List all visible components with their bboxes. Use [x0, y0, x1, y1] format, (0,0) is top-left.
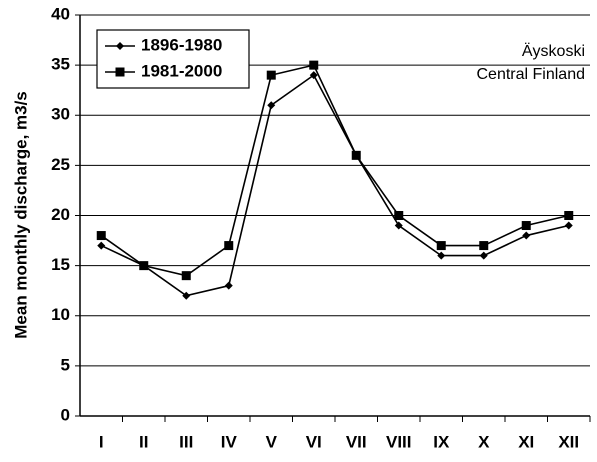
x-tick-label: III [179, 432, 193, 451]
y-tick-label: 25 [51, 155, 70, 174]
annotation: Central Finland [477, 66, 586, 83]
marker [96, 231, 106, 241]
marker [97, 241, 106, 250]
x-tick-label: II [139, 432, 148, 451]
x-tick-label: X [478, 432, 490, 451]
y-tick-label: 0 [61, 405, 70, 424]
marker [437, 251, 446, 260]
marker [115, 67, 125, 77]
x-tick-label: IX [433, 432, 450, 451]
x-tick-label: VIII [386, 432, 412, 451]
marker [267, 101, 276, 110]
annotation: Äyskoski [522, 42, 585, 60]
x-tick-label: V [266, 432, 278, 451]
marker [479, 241, 489, 251]
marker [224, 241, 234, 251]
marker [564, 211, 574, 220]
legend-label: 1981-2000 [141, 61, 222, 80]
series-line [100, 73, 569, 297]
y-tick-label: 35 [51, 55, 70, 74]
marker [309, 71, 318, 80]
marker [436, 241, 446, 251]
marker [522, 231, 531, 240]
marker [309, 60, 319, 70]
x-tick-label: I [99, 432, 104, 451]
x-tick-label: XI [518, 432, 534, 451]
series-line [100, 64, 569, 277]
marker [479, 251, 488, 260]
y-tick-label: 30 [51, 105, 70, 124]
x-tick-label: VII [346, 432, 367, 451]
marker [394, 221, 403, 230]
y-tick-label: 10 [51, 305, 70, 324]
marker [139, 261, 149, 271]
y-tick-label: 40 [51, 4, 70, 23]
marker [266, 70, 276, 80]
x-tick-label: IV [221, 432, 238, 451]
legend-label: 1896-1980 [141, 35, 222, 54]
y-tick-label: 15 [51, 255, 70, 274]
x-tick-label: XII [558, 432, 579, 451]
marker [182, 291, 191, 300]
marker [351, 150, 361, 160]
marker [564, 221, 573, 230]
marker [224, 281, 233, 290]
y-axis-label: Mean monthly discharge, m3/s [11, 91, 30, 339]
marker [394, 211, 404, 220]
legend-box [96, 29, 250, 89]
y-tick-label: 5 [61, 355, 70, 374]
x-tick-label: VI [306, 432, 322, 451]
y-tick-label: 20 [51, 205, 70, 224]
marker [521, 221, 531, 231]
marker [116, 42, 124, 50]
marker [181, 271, 191, 281]
